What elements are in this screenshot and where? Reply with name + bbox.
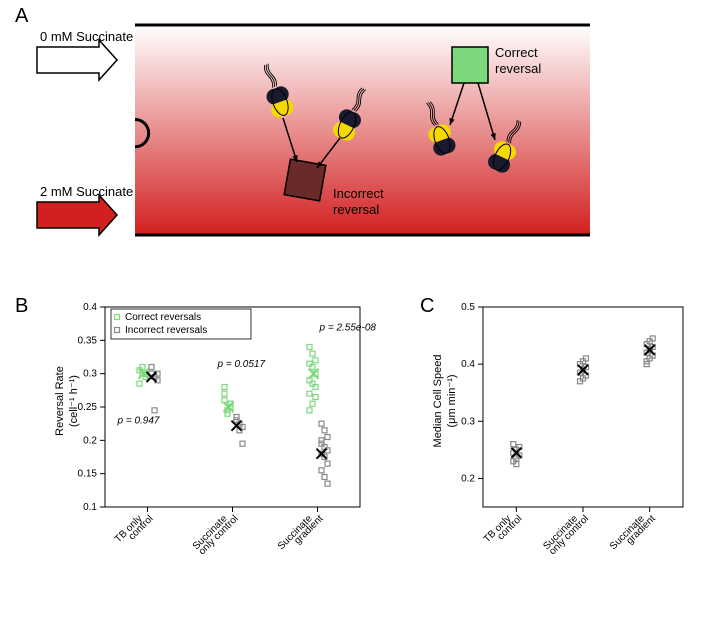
arrow-label: 2 mM Succinate	[40, 184, 133, 199]
svg-text:(μm min⁻¹): (μm min⁻¹)	[446, 374, 458, 427]
svg-text:0.1: 0.1	[83, 502, 97, 513]
svg-text:Correct reversals: Correct reversals	[125, 312, 201, 323]
svg-text:reversal: reversal	[495, 61, 541, 76]
svg-text:Reversal Rate: Reversal Rate	[54, 366, 66, 436]
panel-c-chart: 0.20.30.40.5TB onlycontrolSuccinateonly …	[415, 295, 710, 570]
panel-a-label: A	[15, 5, 28, 28]
panel-b-label: B	[15, 295, 28, 318]
svg-text:p = 0.947: p = 0.947	[117, 416, 160, 427]
svg-text:0.2: 0.2	[83, 435, 97, 446]
svg-text:p = 0.0517: p = 0.0517	[217, 359, 266, 370]
panel-a-diagram: 0 mM Succinate2 mM SuccinateIncorrectrev…	[35, 15, 590, 260]
svg-text:0.35: 0.35	[78, 335, 98, 346]
svg-text:0.4: 0.4	[461, 359, 475, 370]
svg-text:reversal: reversal	[333, 202, 379, 217]
svg-text:0.25: 0.25	[78, 402, 98, 413]
svg-text:(cell⁻¹ h⁻¹): (cell⁻¹ h⁻¹)	[68, 375, 80, 427]
svg-text:0.3: 0.3	[461, 416, 475, 427]
svg-text:p = 2.55e-08: p = 2.55e-08	[319, 322, 377, 333]
svg-text:0.2: 0.2	[461, 473, 475, 484]
svg-text:0.4: 0.4	[83, 302, 97, 313]
svg-text:0.3: 0.3	[83, 369, 97, 380]
arrow-label: 0 mM Succinate	[40, 29, 133, 44]
svg-text:0.5: 0.5	[461, 302, 475, 313]
svg-text:Incorrect: Incorrect	[333, 186, 384, 201]
svg-text:Correct: Correct	[495, 45, 538, 60]
svg-text:0.15: 0.15	[78, 469, 98, 480]
panel-b-chart: 0.10.150.20.250.30.350.4TB onlycontrolSu…	[35, 295, 400, 600]
svg-text:Median Cell Speed: Median Cell Speed	[432, 355, 444, 448]
svg-text:Incorrect reversals: Incorrect reversals	[125, 325, 207, 336]
